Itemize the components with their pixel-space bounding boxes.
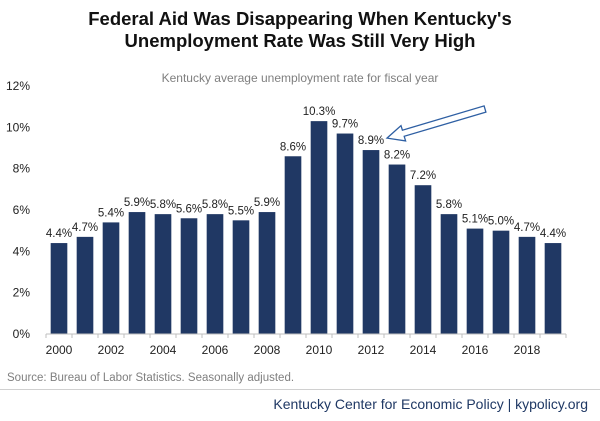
x-tick-label: 2010 [306, 343, 333, 357]
source-note: Source: Bureau of Labor Statistics. Seas… [7, 372, 295, 384]
bar-series [50, 121, 562, 334]
y-axis: 0% 2% 4% 6% 8% 10% 12% [6, 79, 30, 341]
data-labels: 4.4%4.7%5.4%5.9% 5.8% 5.6% 5.8%5.5%5.9%8.6%… [46, 106, 566, 240]
data-label: 7.2% [410, 170, 436, 182]
data-label: 4.7% [514, 222, 540, 234]
bar [102, 222, 120, 334]
y-tick-label: 8% [13, 162, 31, 176]
bar [414, 185, 432, 334]
x-tick-label: 2012 [358, 343, 385, 357]
data-label: 5.1% [462, 214, 488, 226]
data-label: 5.8% [150, 199, 176, 211]
data-label: 5.5% [228, 205, 254, 217]
chart-title: Federal Aid Was Disappearing When Kentuc… [0, 8, 600, 52]
bar [362, 150, 380, 334]
data-label: 4.7% [72, 222, 98, 234]
y-tick-label: 10% [6, 120, 30, 134]
x-axis: 2000 2002 2004 2006 2008 2010 2012 2014 2016 2018 [45, 333, 567, 357]
data-label: 8.2% [384, 150, 410, 162]
bar [518, 236, 536, 334]
chart-title-line-2: Unemployment Rate Was Still Very High [124, 30, 476, 51]
x-tick-label: 2008 [254, 343, 281, 357]
y-tick-label: 4% [13, 244, 31, 258]
data-label: 5.0% [488, 216, 514, 228]
x-tick-label: 2018 [514, 343, 541, 357]
data-label: 9.7% [332, 119, 358, 131]
bar [154, 214, 172, 334]
bar [440, 214, 458, 334]
data-label: 5.9% [254, 197, 280, 209]
annotation-arrow [385, 105, 487, 142]
y-tick-label: 0% [13, 327, 31, 341]
bar-chart: 0%2%4%6%8%10%12% 4.4%4.7%5.4%5.9% 5.8% 5.6… [6, 79, 567, 357]
bar [258, 212, 276, 334]
data-label: 5.9% [124, 197, 150, 209]
x-tick-label: 2014 [410, 343, 437, 357]
bar [76, 236, 94, 334]
data-label: 4.4% [540, 228, 566, 240]
bar [50, 243, 68, 334]
data-label: 5.4% [98, 207, 124, 219]
data-label: 4.4% [46, 228, 72, 240]
bar [466, 228, 484, 334]
data-label: 5.6% [176, 203, 202, 215]
y-tick-label: 12% [6, 79, 30, 93]
chart-title-line-1: Federal Aid Was Disappearing When Kentuc… [88, 8, 512, 29]
data-label: 5.8% [202, 199, 228, 211]
data-label: 5.8% [436, 199, 462, 211]
chart-subtitle: Kentucky average unemployment rate for f… [161, 71, 439, 85]
y-tick-label: 2% [13, 286, 31, 300]
footer-credit: Kentucky Center for Economic Policy | ky… [273, 396, 588, 412]
bar [388, 164, 406, 334]
data-label: 10.3% [303, 106, 336, 118]
x-tick-label: 2006 [202, 343, 229, 357]
x-tick-label: 2016 [462, 343, 489, 357]
bar [544, 243, 562, 334]
bar [492, 230, 510, 334]
bar [284, 156, 302, 334]
y-tick-label: 6% [13, 203, 31, 217]
x-tick-label: 2004 [150, 343, 177, 357]
bar [232, 220, 250, 334]
bar [310, 121, 328, 334]
x-tick-label: 2002 [98, 343, 125, 357]
data-label: 8.6% [280, 141, 306, 153]
x-tick-label: 2000 [46, 343, 73, 357]
bar [128, 212, 146, 334]
footer: Kentucky Center for Economic Policy | ky… [0, 389, 600, 421]
bar [180, 218, 198, 334]
bar [336, 133, 354, 334]
bar [206, 214, 224, 334]
arrow-icon [385, 105, 487, 142]
data-label: 8.9% [358, 135, 384, 147]
